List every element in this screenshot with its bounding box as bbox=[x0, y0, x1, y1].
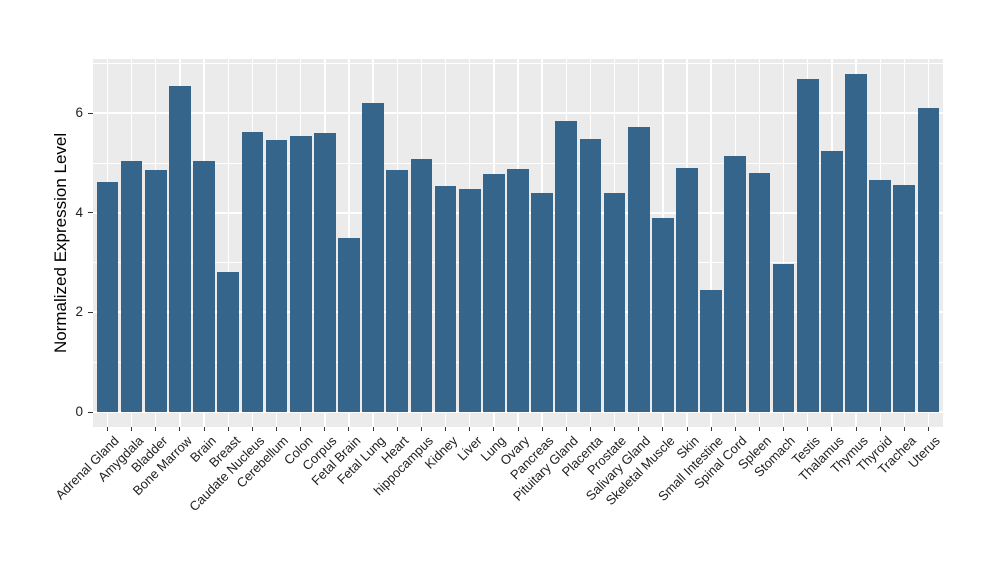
x-tick-mark bbox=[155, 427, 157, 431]
y-tick-label: 6 bbox=[75, 105, 83, 121]
bar-placenta bbox=[579, 138, 602, 412]
x-tick-mark bbox=[686, 427, 688, 431]
bar-spleen bbox=[748, 173, 771, 412]
bar-caudate-nucleus bbox=[241, 131, 264, 412]
bar-bone-marrow bbox=[169, 85, 191, 412]
bar-fetal-lung bbox=[362, 102, 384, 412]
bar-colon bbox=[289, 135, 312, 412]
x-tick-mark bbox=[565, 427, 567, 431]
bar-corpus bbox=[313, 133, 336, 412]
bar-testis bbox=[796, 78, 819, 412]
x-tick-mark bbox=[493, 427, 495, 431]
bar-stomach bbox=[772, 264, 795, 412]
y-tick-mark bbox=[88, 112, 93, 114]
x-tick-mark bbox=[831, 427, 833, 431]
x-tick-mark bbox=[783, 427, 785, 431]
bar-heart bbox=[386, 169, 409, 412]
x-tick-label: Liver bbox=[453, 433, 485, 464]
bar-thymus bbox=[845, 73, 867, 412]
x-tick-mark bbox=[469, 427, 471, 431]
bar-liver bbox=[458, 188, 481, 412]
bar-pituitary-gland bbox=[555, 121, 578, 412]
bar-fetal-brain bbox=[338, 237, 360, 412]
x-tick-mark bbox=[614, 427, 616, 431]
bar-ovary bbox=[507, 168, 529, 412]
x-tick-mark bbox=[348, 427, 350, 431]
x-tick-mark bbox=[372, 427, 374, 431]
x-tick-mark bbox=[710, 427, 712, 431]
x-tick-mark bbox=[855, 427, 857, 431]
bar-breast bbox=[217, 271, 240, 412]
bar-pancreas bbox=[531, 192, 553, 412]
x-tick-mark bbox=[324, 427, 326, 431]
x-tick-mark bbox=[106, 427, 108, 431]
x-tick-mark bbox=[300, 427, 302, 431]
x-tick-mark bbox=[662, 427, 664, 431]
y-tick-label: 0 bbox=[75, 404, 83, 419]
bar-trachea bbox=[893, 185, 916, 412]
x-tick-mark bbox=[517, 427, 519, 431]
y-tick-mark bbox=[88, 411, 93, 413]
x-tick-mark bbox=[445, 427, 447, 431]
y-tick-mark bbox=[88, 311, 93, 313]
x-tick-mark bbox=[879, 427, 881, 431]
bar-thyroid bbox=[869, 180, 892, 412]
v-gridline bbox=[782, 59, 785, 427]
x-tick-mark bbox=[203, 427, 205, 431]
x-tick-mark bbox=[131, 427, 133, 431]
bar-bladder bbox=[144, 169, 167, 412]
plot-panel bbox=[93, 59, 943, 427]
bar-prostate bbox=[603, 193, 626, 412]
y-tick-mark bbox=[88, 212, 93, 214]
bar-brain bbox=[193, 160, 215, 412]
bar-uterus bbox=[917, 108, 940, 412]
bar-cerebellum bbox=[265, 140, 288, 412]
x-tick-mark bbox=[420, 427, 422, 431]
y-tick-label: 4 bbox=[75, 204, 83, 220]
v-gridline bbox=[227, 59, 229, 427]
bar-kidney bbox=[434, 185, 457, 412]
x-tick-mark bbox=[903, 427, 905, 431]
x-tick-mark bbox=[541, 427, 543, 431]
bar-salivary-gland bbox=[627, 127, 650, 412]
bar-skeletal-muscle bbox=[652, 217, 674, 412]
x-tick-mark bbox=[227, 427, 229, 431]
bar-spinal-cord bbox=[724, 155, 747, 412]
x-tick-mark bbox=[589, 427, 591, 431]
bar-adrenal-gland bbox=[96, 181, 119, 412]
bar-hippocampus bbox=[410, 159, 433, 412]
bar-skin bbox=[676, 167, 698, 412]
bar-amygdala bbox=[120, 161, 143, 412]
x-tick-mark bbox=[807, 427, 809, 431]
bar-thalamus bbox=[821, 150, 843, 412]
x-tick-mark bbox=[251, 427, 253, 431]
x-tick-mark bbox=[276, 427, 278, 431]
bar-small-intestine bbox=[700, 289, 723, 412]
y-tick-label: 2 bbox=[75, 304, 83, 320]
x-tick-mark bbox=[758, 427, 760, 431]
x-tick-mark bbox=[928, 427, 929, 431]
x-tick-mark bbox=[179, 427, 181, 431]
x-tick-mark bbox=[638, 427, 640, 431]
x-tick-mark bbox=[396, 427, 398, 431]
v-gridline bbox=[710, 59, 712, 427]
x-tick-mark bbox=[734, 427, 736, 431]
bar-lung bbox=[482, 174, 505, 412]
